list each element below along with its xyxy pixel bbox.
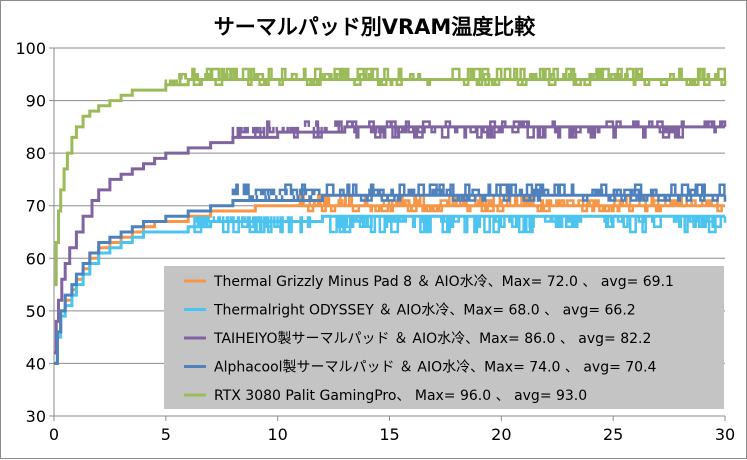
x-tick-label: 25 [603,425,623,444]
x-tick-label: 20 [491,425,511,444]
y-tick-label: 90 [26,92,46,111]
series-fluctuation-4 [231,183,727,202]
legend-label: RTX 3080 Palit GamingPro、 Max= 96.0 、 av… [214,388,587,404]
x-tick-label: 5 [161,425,171,444]
y-tick-label: 60 [26,249,46,268]
legend-label: Alphacool製サーマルパッド ＆ AIO水冷、Max= 74.0 、 av… [214,360,657,376]
y-tick-label: 100 [15,39,46,58]
x-tick-label: 30 [715,425,735,444]
legend-label: Thermal Grizzly Minus Pad 8 ＆ AIO水冷、Max=… [213,274,674,290]
series-fluctuation-2 [193,216,727,234]
legend-box [164,266,724,409]
y-tick-label: 50 [26,302,46,321]
series-line-5 [54,78,725,287]
series-fluctuation-3 [231,120,727,139]
series-line-3 [54,125,725,355]
series-fluctuation-5 [164,67,727,87]
series-line-1 [54,204,725,365]
y-tick-label: 80 [26,144,46,163]
y-tick-label: 30 [26,407,46,426]
legend-label: TAIHEIYO製サーマルパッド ＆ AIO水冷、Max= 86.0 、 avg… [213,331,651,347]
x-tick-label: 15 [379,425,399,444]
y-tick-label: 40 [26,354,46,373]
x-tick-label: 0 [49,425,59,444]
axes: 30 40 50 60 70 80 90 100 0 5 10 15 20 25 30 [15,39,735,444]
y-tick-label: 70 [26,197,46,216]
legend: Thermal Grizzly Minus Pad 8 ＆ AIO水冷、Max=… [164,266,724,409]
x-tick-label: 10 [267,425,287,444]
legend-label: Thermalright ODYSSEY ＆ AIO水冷、Max= 68.0 、… [213,303,636,319]
series-lines [54,67,727,365]
chart-title: サーマルパッド別VRAM温度比較 [213,15,536,39]
series-line-4 [54,193,725,365]
